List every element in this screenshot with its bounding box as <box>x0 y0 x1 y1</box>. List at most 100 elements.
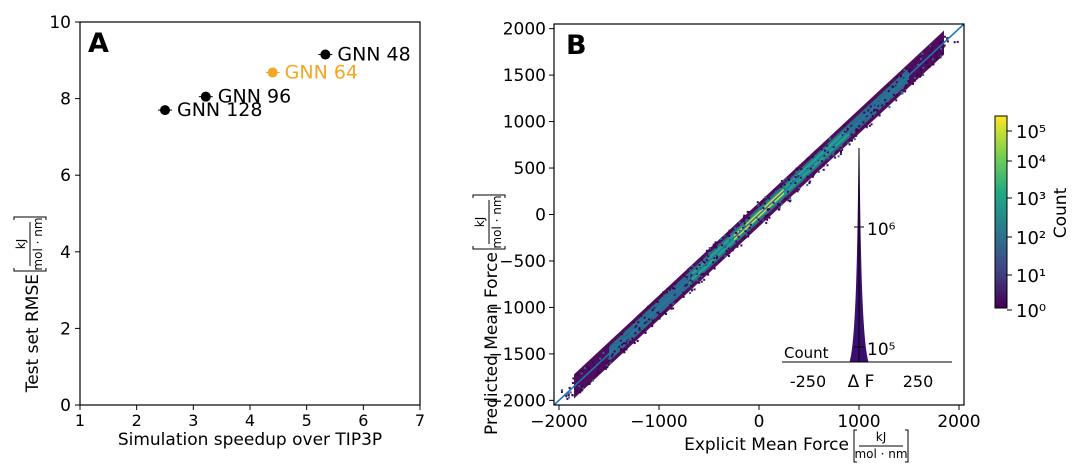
heatmap-cell <box>586 383 589 386</box>
heatmap-cell <box>769 196 772 199</box>
heatmap-cell <box>621 333 624 336</box>
heatmap-cell <box>664 312 667 315</box>
heatmap-cell <box>839 153 842 156</box>
heatmap-cell <box>599 357 602 360</box>
heatmap-cell <box>766 208 769 211</box>
heatmap-cell <box>840 144 843 147</box>
heatmap-cell <box>856 128 859 131</box>
heatmap-cell <box>794 182 797 185</box>
heatmap-cell <box>638 326 641 329</box>
heatmap-cell <box>652 320 655 323</box>
heatmap-cell <box>702 260 705 263</box>
heatmap-cell <box>822 168 825 171</box>
heatmap-cell <box>865 115 868 118</box>
heatmap-cell <box>768 197 771 200</box>
heatmap-cell <box>837 155 840 158</box>
heatmap-cell <box>597 372 600 375</box>
heatmap-cell <box>655 313 658 316</box>
heatmap-cell <box>593 365 596 368</box>
heatmap-cell <box>566 392 569 395</box>
heatmap-cell <box>633 321 636 324</box>
heatmap-cell <box>715 246 718 249</box>
scatter-point <box>320 49 331 60</box>
heatmap-cell <box>620 347 623 350</box>
heatmap-cell <box>929 45 932 48</box>
heatmap-cell <box>671 287 674 290</box>
heatmap-cell <box>609 361 612 364</box>
heatmap-cell <box>935 56 938 59</box>
heatmap-cell <box>814 150 817 153</box>
heatmap-cell <box>685 276 688 279</box>
heatmap-cell <box>679 284 682 287</box>
heatmap-cell <box>783 187 786 190</box>
panel-b-y-unit-denominator: mol · nm <box>490 195 504 248</box>
heatmap-cell <box>761 200 764 203</box>
heatmap-cell <box>738 229 741 232</box>
heatmap-cell <box>904 90 907 93</box>
heatmap-cell <box>569 391 572 394</box>
heatmap-cell <box>823 154 826 157</box>
heatmap-cell <box>582 387 585 390</box>
heatmap-cell <box>820 148 823 151</box>
heatmap-cell <box>571 393 574 396</box>
heatmap-cell <box>822 164 825 167</box>
heatmap-cell <box>715 255 718 258</box>
heatmap-cell <box>670 307 673 310</box>
heatmap-cell <box>718 243 721 246</box>
heatmap-cell <box>625 330 628 333</box>
heatmap-cell <box>790 182 793 185</box>
heatmap-cell <box>841 148 844 151</box>
heatmap-cell <box>673 287 676 290</box>
heatmap-cell <box>943 35 946 38</box>
panel-b-x-ticks: −2000 −1000 0 1000 2000 <box>530 405 981 432</box>
heatmap-cell <box>847 141 850 144</box>
panel-b-y-tick-label: −1000 <box>488 298 546 318</box>
heatmap-cell <box>584 367 587 370</box>
heatmap-cell <box>691 265 694 268</box>
heatmap-cell <box>571 382 574 385</box>
heatmap-cell <box>919 55 922 58</box>
panel-a-plot-frame <box>79 21 421 406</box>
heatmap-cell <box>921 52 924 55</box>
heatmap-cell <box>747 231 750 234</box>
heatmap-cell <box>809 167 812 170</box>
heatmap-cell <box>734 232 737 235</box>
heatmap-cell <box>931 58 934 61</box>
heatmap-cell <box>654 303 657 306</box>
heatmap-cell <box>604 366 607 369</box>
heatmap-cell <box>727 247 730 250</box>
heatmap-cell <box>743 225 746 228</box>
heatmap-cell <box>738 221 741 224</box>
panel-b-y-tick-label: 0 <box>535 206 546 226</box>
heatmap-cell <box>764 196 767 199</box>
heatmap-cell <box>715 257 718 260</box>
panel-a-y-tick-label: 10 <box>49 13 71 33</box>
heatmap-cell <box>742 226 745 229</box>
heatmap-cell <box>888 106 891 109</box>
heatmap-cell <box>654 307 657 310</box>
heatmap-cell <box>688 268 691 271</box>
heatmap-cell <box>625 342 628 345</box>
heatmap-cell <box>669 303 672 306</box>
panel-b-y-unit-bracket-left <box>472 246 506 250</box>
heatmap-cell <box>797 175 800 178</box>
panel-a-x-ticks: 1 2 3 4 5 6 7 <box>75 405 425 430</box>
heatmap-cell <box>939 55 942 58</box>
heatmap-cell <box>651 325 654 328</box>
heatmap-cell <box>895 99 898 102</box>
heatmap-cell <box>818 163 821 166</box>
heatmap-cell <box>883 98 886 101</box>
heatmap-cell <box>606 366 609 369</box>
heatmap-cell <box>850 133 853 136</box>
heatmap-cell <box>742 233 745 236</box>
colorbar-tick-label: 10⁴ <box>1016 152 1046 173</box>
heatmap-cell <box>843 130 846 133</box>
heatmap-cell <box>907 80 910 83</box>
heatmap-cell <box>930 45 933 48</box>
heatmap-cell <box>780 180 783 183</box>
heatmap-cell <box>737 222 740 225</box>
heatmap-cell <box>713 267 716 270</box>
heatmap-cell <box>953 41 956 44</box>
heatmap-cell <box>836 151 839 154</box>
colorbar-ticks: 10⁰ 10¹ 10² 10³ 10⁴ 10⁵ <box>1007 122 1046 322</box>
